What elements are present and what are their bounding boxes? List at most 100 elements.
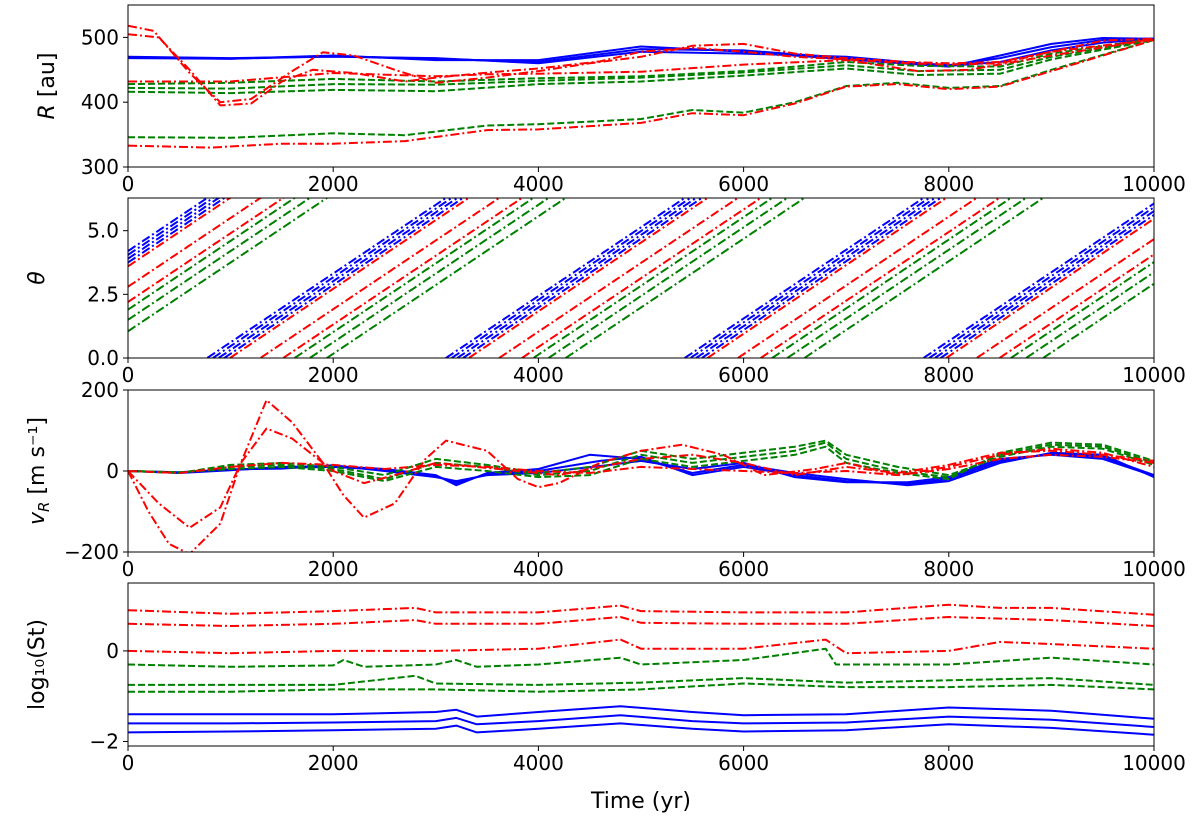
series-line-2 [451,198,692,358]
series-line-8 [533,198,773,358]
series-line-7 [283,198,523,358]
series-line-7 [128,198,285,303]
series-line-9 [547,198,789,358]
series-line-10 [326,198,567,358]
series-group [128,198,1154,358]
x-tick-label: 8000 [923,557,974,581]
y-tick-label: −2 [90,729,119,753]
series-line-7 [760,198,1001,358]
panel-4 [123,582,1155,751]
series-line-8 [128,714,1154,728]
y-axis-label: R [au] [35,53,60,120]
series-line-4 [223,198,464,358]
y-tick-label: 2.5 [87,282,119,306]
y-axis-label: vR [m s⁻¹] [25,417,53,525]
y-tick-label: 500 [81,25,119,49]
panel-3 [123,389,1155,557]
series-line-8 [294,198,535,358]
axes-frame [127,582,1155,747]
series-line-6 [128,198,262,288]
series-line-4 [128,37,1154,86]
x-tick-label: 8000 [923,172,974,196]
series-line-3 [218,198,458,358]
series-line-5 [128,38,1154,90]
x-tick-label: 4000 [513,751,564,775]
series-line-4 [701,198,942,358]
panel-1 [123,4,1155,172]
series-line-10 [128,198,328,333]
x-tick-label: 2000 [308,172,359,196]
series-line-4 [462,198,703,358]
series-line-9 [128,453,1154,477]
series-line-2 [928,206,1154,358]
x-tick-label: 2000 [308,363,359,387]
x-tick-label: 6000 [718,557,769,581]
series-line-10 [565,198,806,358]
x-tick-label: 10000 [1122,172,1186,196]
y-tick-label: −200 [64,540,119,564]
series-group [128,603,1154,736]
x-tick-label: 10000 [1122,557,1186,581]
series-line-10 [804,198,1044,358]
series-line-2 [128,616,1154,627]
series-line-1 [128,603,1154,616]
y-axis-label: θ [25,271,50,285]
series-line-5 [706,198,948,358]
x-tick-label: 0 [122,751,135,775]
x-tick-label: 2000 [308,557,359,581]
x-tick-label: 0 [122,172,135,196]
series-line-2 [212,198,453,358]
series-line-7 [128,399,1154,552]
x-tick-label: 4000 [513,363,564,387]
series-line-3 [934,210,1154,358]
series-line-6 [737,198,978,358]
y-tick-label: 200 [81,378,119,402]
x-tick-label: 6000 [718,751,769,775]
series-line-9 [1025,271,1154,358]
series-line-2 [128,198,214,256]
series-line-6 [128,39,1154,95]
series-line-5 [128,198,231,268]
x-tick-label: 6000 [718,363,769,387]
series-line-4 [128,198,225,264]
axes-frame [127,197,1155,359]
series-line-10 [128,38,1154,83]
series-line-3 [128,638,1154,655]
y-tick-label: 0 [106,459,119,483]
series-group [128,24,1154,149]
series-line-8 [1010,261,1154,358]
series-group [128,399,1154,552]
x-tick-label: 10000 [1122,751,1186,775]
x-tick-label: 6000 [718,172,769,196]
series-line-5 [945,217,1154,358]
x-tick-label: 8000 [923,751,974,775]
y-axis-label: log₁₀(St) [25,619,50,710]
y-tick-label: 0 [106,639,119,663]
series-line-11 [128,39,1154,149]
series-line-9 [128,33,1154,107]
y-tick-label: 5.0 [87,219,119,243]
series-line-3 [128,198,220,260]
series-line-4 [940,214,1154,358]
series-line-6 [498,198,739,358]
x-tick-label: 4000 [513,557,564,581]
series-line-10 [1042,282,1154,358]
series-line-1 [207,198,447,358]
x-tick-label: 8000 [923,363,974,387]
y-tick-label: 300 [81,155,119,179]
x-tick-label: 0 [122,557,135,581]
series-line-9 [309,198,550,358]
axes-frame [127,4,1155,168]
series-line-2 [690,198,930,358]
y-tick-label: 400 [81,90,119,114]
series-line-9 [128,198,311,321]
series-line-3 [695,198,936,358]
series-line-8 [771,198,1012,358]
series-line-5 [229,198,470,358]
series-line-5 [128,674,1154,686]
panel-2 [123,197,1155,363]
x-tick-label: 0 [122,363,135,387]
series-line-8 [128,24,1154,104]
series-line-1 [923,202,1154,358]
series-line-7 [999,253,1154,358]
